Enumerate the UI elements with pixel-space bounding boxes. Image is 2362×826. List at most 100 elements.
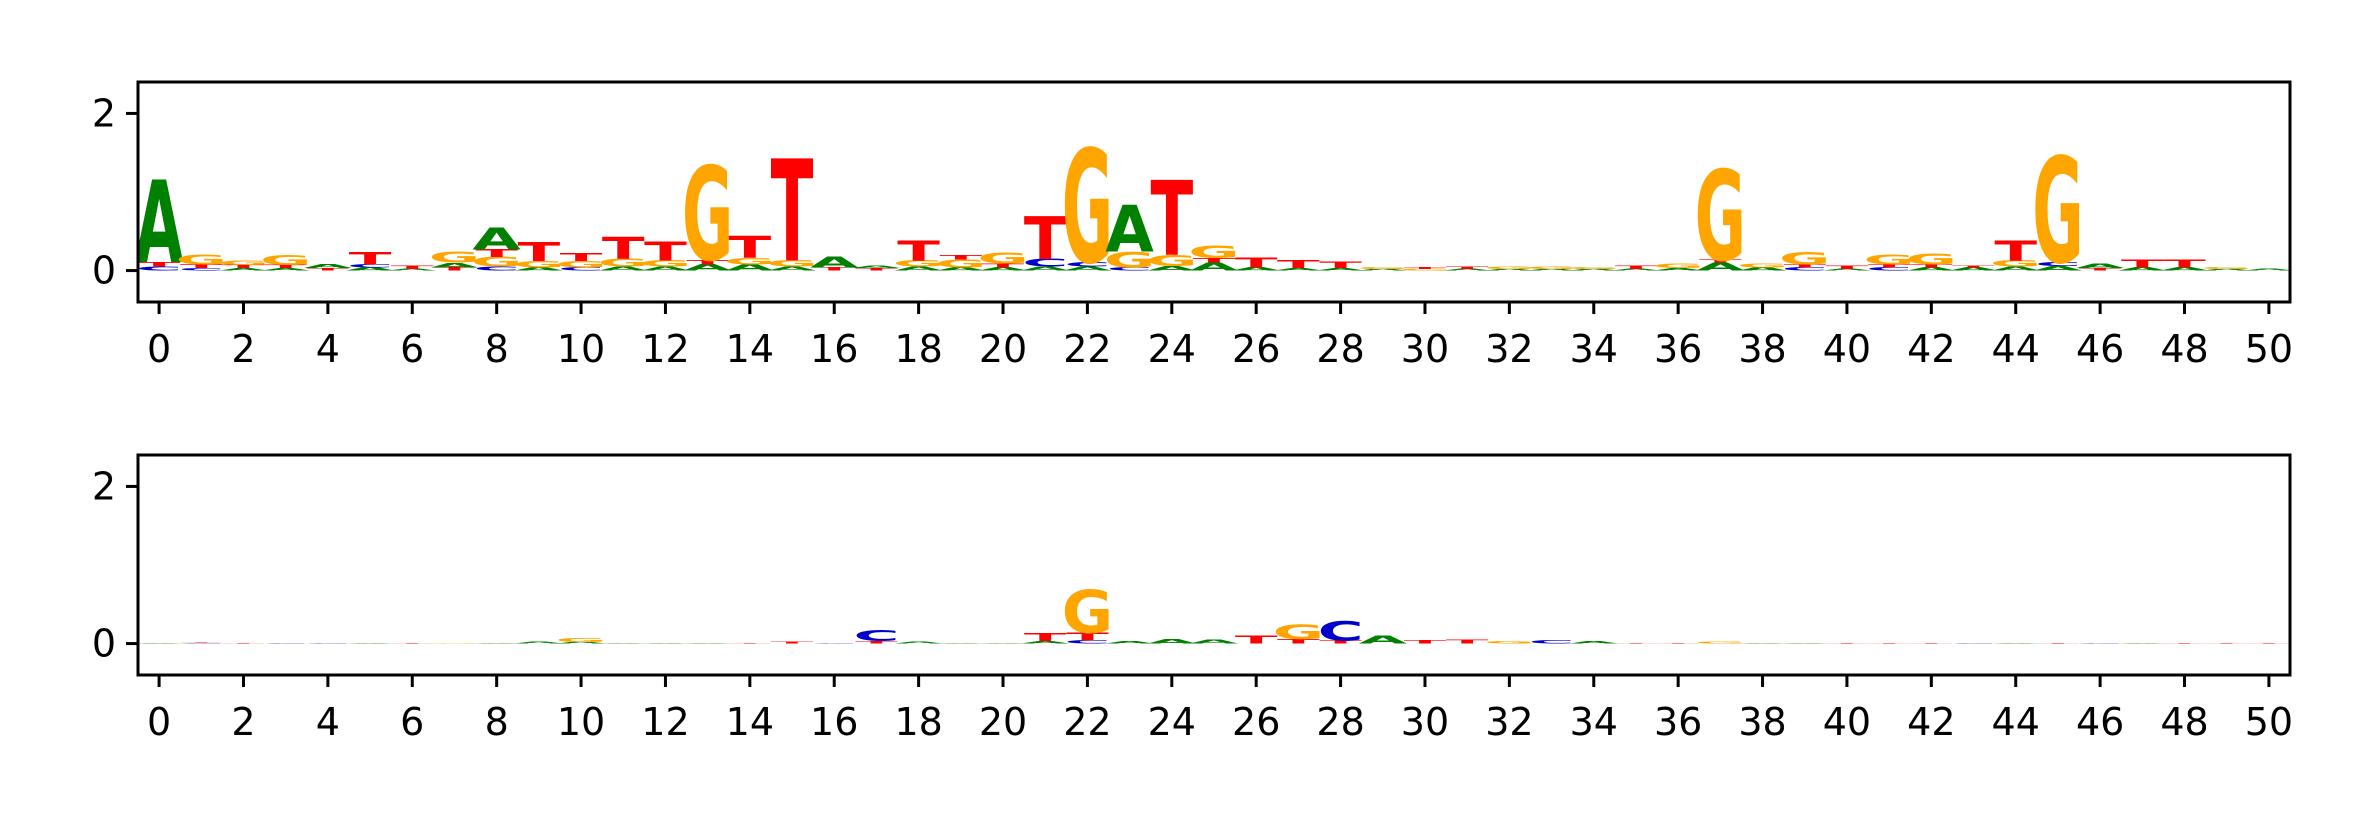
logo-column: AT — [1612, 265, 1661, 271]
logo-column: A — [1190, 639, 1239, 645]
logo-column: T — [391, 643, 434, 644]
logo-column: ACT — [346, 248, 395, 271]
logo-letter-g: G — [2032, 128, 2083, 297]
logo-letter-a: A — [1443, 269, 1492, 271]
logo-column: CTG — [176, 252, 227, 271]
logo-column: C — [1951, 643, 1997, 644]
logo-letter-c: C — [474, 266, 520, 272]
logo-letter-a: A — [894, 266, 943, 272]
logo-letter-t: T — [1404, 640, 1448, 645]
logo-letter-t: T — [1319, 260, 1362, 270]
x-tick-label: 4 — [316, 700, 340, 744]
x-tick-label: 28 — [1316, 700, 1364, 744]
logo-letter-a: A — [1274, 268, 1323, 272]
logo-column: A — [979, 643, 1028, 644]
logo-column: TAG — [429, 249, 480, 272]
logo-letter-g: G — [555, 637, 606, 643]
logo-letter-g: G — [1990, 259, 2041, 269]
logo-column: T — [771, 642, 814, 644]
x-tick-label: 16 — [810, 700, 858, 744]
logo-column: AGT — [724, 230, 775, 273]
logo-letter-t: T — [1994, 235, 2037, 267]
logo-letter-c: C — [558, 267, 604, 272]
logo-column: T — [1446, 639, 1490, 645]
logo-letter-g: G — [682, 140, 733, 290]
logo-column: AGT — [1146, 160, 1197, 279]
x-tick-label: 44 — [1992, 700, 2040, 744]
logo-column: A — [1359, 634, 1408, 647]
logo-letter-c: C — [305, 643, 351, 644]
x-tick-label: 18 — [894, 700, 942, 744]
logo-letter-t: T — [1446, 266, 1489, 270]
logo-letter-c: C — [2035, 261, 2081, 267]
logo-letter-t: T — [518, 238, 561, 268]
logo-column: CTG — [1062, 578, 1113, 647]
y-tick-label: 2 — [92, 464, 116, 508]
x-tick-label: 30 — [1401, 700, 1449, 744]
x-tick-label: 38 — [1738, 700, 1786, 744]
x-tick-label: 24 — [1148, 700, 1196, 744]
x-tick-label: 40 — [1823, 700, 1871, 744]
x-tick-label: 36 — [1654, 327, 1702, 371]
logo-letter-a: A — [2160, 267, 2209, 272]
x-tick-label: 18 — [894, 327, 942, 371]
logo-letter-a: A — [1991, 643, 2040, 644]
y-tick-label: 0 — [92, 622, 116, 666]
logo-letter-a: A — [1612, 269, 1661, 271]
logo-column: A — [1991, 643, 2040, 644]
logo-column: AGT — [640, 237, 691, 272]
logo-letter-g: G — [1568, 267, 1619, 269]
x-tick-label: 20 — [979, 327, 1027, 371]
logo-letter-t: T — [644, 237, 687, 267]
logo-column: AG — [1737, 263, 1788, 272]
x-tick-label: 10 — [557, 327, 605, 371]
x-tick-label: 22 — [1063, 700, 1111, 744]
logo-column: AGT — [1990, 235, 2041, 272]
logo-letter-a: A — [135, 157, 184, 289]
logo-column: ATG — [1906, 250, 1957, 271]
logo-letter-t: T — [728, 643, 771, 644]
logo-letter-t: T — [855, 641, 898, 645]
logo-letter-t: T — [1826, 643, 1869, 644]
logo-letter-a: A — [1316, 268, 1365, 272]
logo-column: AT — [1823, 265, 1872, 271]
logo-column: GT — [1399, 267, 1450, 271]
logo-letter-g: G — [1062, 119, 1113, 300]
logo-letter-t: T — [1868, 264, 1912, 269]
logo-letter-a: A — [2034, 265, 2083, 272]
logo-letter-c: C — [178, 268, 224, 272]
x-tick-label: 48 — [2160, 327, 2208, 371]
logo-letter-a: A — [852, 265, 901, 269]
x-tick-label: 48 — [2160, 700, 2208, 744]
logo-letter-a: A — [1696, 261, 1745, 274]
logo-letter-a: A — [304, 263, 353, 269]
logo-letter-g: G — [260, 253, 311, 268]
logo-column: TC — [1318, 616, 1364, 647]
logo-letter-a: A — [2118, 643, 2167, 644]
logo-letter-t: T — [1868, 643, 1911, 644]
logo-letter-c: C — [1022, 257, 1068, 270]
x-tick-label: 26 — [1232, 700, 1280, 744]
logo-column: CTG — [1863, 252, 1914, 271]
logo-letter-a: A — [1781, 643, 1830, 644]
logo-letter-t: T — [1657, 643, 1700, 644]
logo-letter-a: A — [219, 268, 268, 272]
logo-letter-c: C — [1529, 640, 1575, 645]
logo-letter-g: G — [1188, 242, 1239, 262]
logo-column: AT — [1949, 265, 1998, 271]
logo-column: C — [305, 643, 351, 644]
logo-column: ATG — [260, 253, 311, 271]
logo-letter-a: A — [261, 268, 310, 272]
logo-letter-a: A — [472, 643, 521, 644]
logo-letter-c: C — [1064, 261, 1110, 268]
logo-letter-t: T — [2121, 257, 2164, 270]
x-tick-label: 12 — [641, 700, 689, 744]
logo-letter-t: T — [1024, 204, 1067, 273]
logo-letter-t: T — [1193, 257, 1237, 264]
logo-column: T — [1235, 634, 1278, 647]
logo-letter-t: T — [2079, 268, 2122, 272]
y-axis: 02 — [92, 91, 138, 293]
